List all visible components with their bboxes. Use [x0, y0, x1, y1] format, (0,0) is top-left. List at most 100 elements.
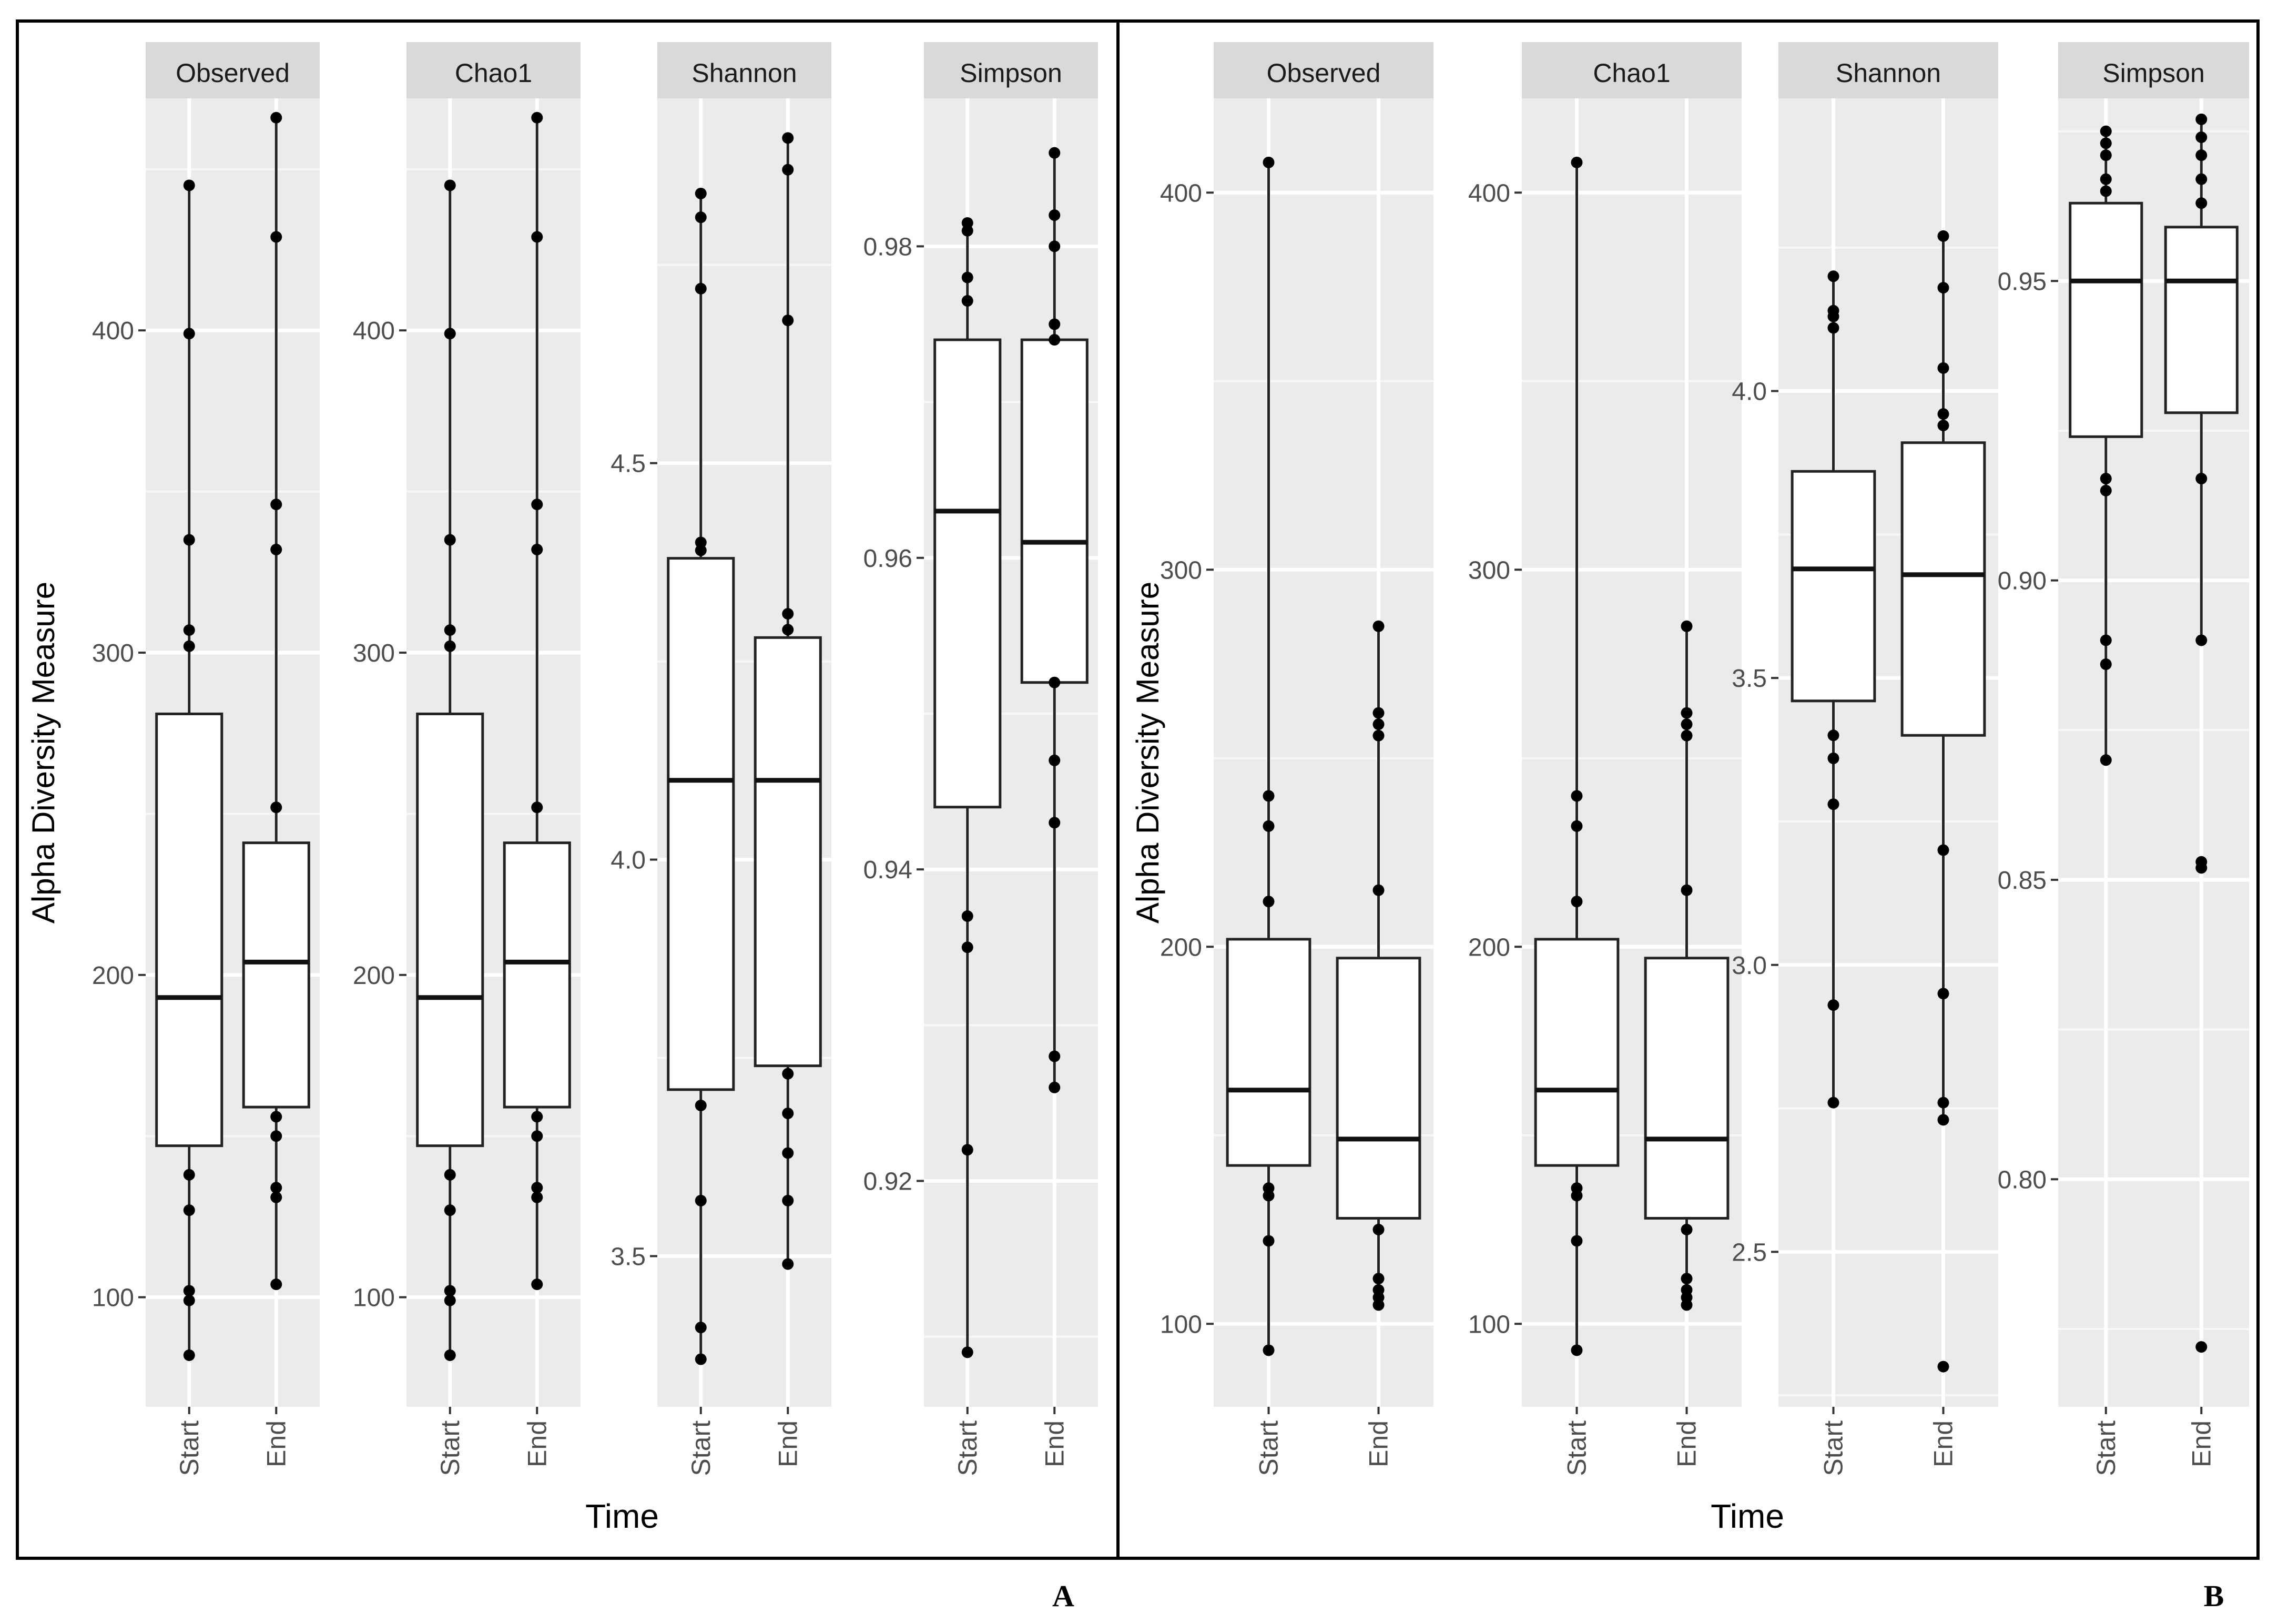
- data-point: [961, 295, 973, 307]
- facet-strip: [1778, 42, 1998, 98]
- data-point: [270, 1130, 282, 1142]
- data-point: [444, 328, 456, 340]
- x-tick-label-start: Start: [435, 1420, 465, 1476]
- x-tick-label-start: Start: [953, 1420, 982, 1476]
- facet-strip: [406, 42, 581, 98]
- box-iqr: [1791, 470, 1876, 703]
- y-tick-label: 200: [353, 962, 395, 990]
- facet-title: Chao1: [1593, 58, 1670, 88]
- data-point: [2100, 473, 2112, 485]
- y-tick-label: 0.85: [1998, 867, 2047, 895]
- data-point: [782, 132, 794, 144]
- y-axis-title: Alpha Diversity Measure: [1130, 582, 1165, 923]
- data-point: [1263, 156, 1275, 168]
- data-point: [782, 1068, 794, 1080]
- facet-title: Simpson: [2102, 58, 2205, 88]
- panel-label-a: A: [1052, 1579, 1074, 1613]
- facet-title: Shannon: [1836, 58, 1941, 88]
- data-point: [1263, 1182, 1275, 1194]
- data-point: [1571, 896, 1583, 908]
- data-point: [1681, 620, 1693, 632]
- x-tick-label-start: Start: [1562, 1420, 1592, 1476]
- y-tick-label: 400: [1160, 179, 1202, 207]
- y-tick-label: 400: [92, 317, 134, 345]
- panel-label-b: B: [2204, 1579, 2224, 1613]
- box-iqr: [1644, 957, 1730, 1220]
- data-point: [1263, 1235, 1275, 1247]
- data-point: [1049, 318, 1061, 330]
- y-tick-label: 0.94: [863, 856, 912, 884]
- data-point: [1571, 790, 1583, 802]
- data-point: [961, 217, 973, 229]
- y-tick-label: 2.5: [1732, 1239, 1767, 1266]
- y-tick-label: 3.5: [611, 1243, 646, 1271]
- data-point: [1372, 707, 1385, 719]
- y-tick-label: 200: [1468, 933, 1510, 961]
- box-start: [1226, 156, 1311, 1356]
- data-point: [695, 1100, 707, 1112]
- box-iqr: [242, 841, 310, 1109]
- facet-simpson: Simpson 0.92 0.94 0.96 0.98 Start End: [863, 42, 1098, 1476]
- data-point: [961, 910, 973, 922]
- data-point: [1049, 240, 1061, 252]
- data-point: [1571, 820, 1583, 832]
- data-point: [183, 534, 195, 546]
- data-point: [1827, 752, 1839, 764]
- facet-strip: [1522, 42, 1742, 98]
- data-point: [2195, 856, 2208, 868]
- data-point: [1681, 718, 1693, 730]
- data-point: [695, 282, 707, 295]
- x-tick-label-end: End: [1040, 1420, 1069, 1467]
- data-point: [2100, 149, 2112, 161]
- x-tick-label-end: End: [522, 1420, 552, 1467]
- data-point: [961, 271, 973, 283]
- data-point: [1937, 1361, 1949, 1373]
- y-tick-label: 4.5: [611, 450, 646, 478]
- data-point: [2100, 173, 2112, 185]
- data-point: [2100, 185, 2112, 197]
- x-tick-label-end: End: [2187, 1420, 2216, 1467]
- data-point: [2100, 484, 2112, 496]
- x-tick-label-end: End: [773, 1420, 802, 1467]
- data-point: [1049, 1081, 1061, 1093]
- box-end: [503, 111, 571, 1291]
- data-point: [1372, 729, 1385, 742]
- x-tick-label-end: End: [1364, 1420, 1394, 1467]
- y-tick-label: 400: [353, 317, 395, 345]
- box-iqr: [1226, 938, 1311, 1167]
- data-point: [183, 624, 195, 636]
- data-point: [1937, 230, 1949, 242]
- facet-strip: [2058, 42, 2249, 98]
- x-tick-label-start: Start: [1254, 1420, 1284, 1476]
- data-point: [1681, 707, 1693, 719]
- data-point: [270, 231, 282, 243]
- data-point: [1372, 1224, 1385, 1236]
- data-point: [1263, 790, 1275, 802]
- data-point: [531, 1191, 543, 1203]
- data-point: [531, 1182, 543, 1194]
- data-point: [1937, 420, 1949, 431]
- data-point: [1263, 820, 1275, 832]
- data-point: [695, 1322, 707, 1334]
- y-tick-label: 300: [92, 640, 134, 667]
- y-tick-label: 400: [1468, 179, 1510, 207]
- box-iqr: [155, 712, 223, 1148]
- data-point: [444, 1285, 456, 1297]
- facet-chao1: Chao1 100 200 300 400 Start End: [1468, 42, 1742, 1476]
- data-point: [2195, 149, 2208, 161]
- data-point: [1937, 408, 1949, 420]
- data-point: [1263, 1344, 1275, 1356]
- data-point: [1937, 844, 1949, 856]
- box-end: [754, 132, 822, 1270]
- data-point: [2195, 1341, 2208, 1353]
- panel-a: Alpha Diversity Measure Time Observed 100 20…: [26, 42, 1098, 1535]
- data-point: [695, 187, 707, 199]
- box-end: [2164, 113, 2239, 1353]
- data-point: [270, 801, 282, 814]
- y-tick-label: 200: [92, 962, 134, 990]
- data-point: [695, 536, 707, 549]
- facet-observed: Observed 100 200 300 400 Start End: [1160, 42, 1433, 1476]
- data-point: [1681, 729, 1693, 742]
- data-point: [1937, 362, 1949, 374]
